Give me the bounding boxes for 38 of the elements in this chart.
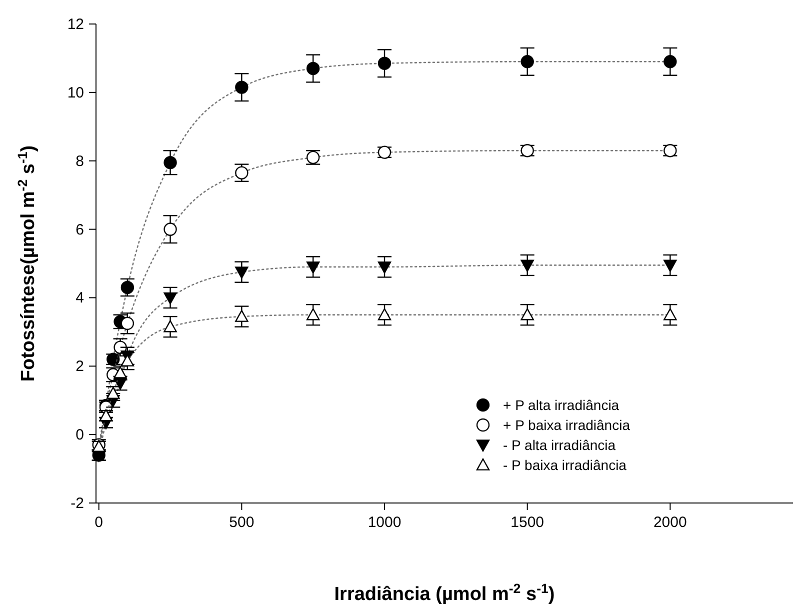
point [664, 55, 677, 68]
y-tick-label: -2 [70, 495, 84, 512]
x-tick-label: 1500 [510, 514, 544, 531]
point [664, 260, 677, 272]
point [164, 156, 177, 170]
point [378, 308, 392, 320]
y-tick-label: 6 [76, 221, 84, 238]
y-tick-label: 4 [76, 290, 84, 307]
point [306, 262, 320, 274]
y-tick-label: 12 [67, 16, 84, 33]
point [164, 320, 177, 332]
point [378, 262, 392, 274]
point [235, 310, 248, 322]
legend-label: - P alta irradiância [503, 437, 616, 453]
point [664, 308, 677, 320]
point [235, 80, 248, 94]
point [520, 55, 534, 68]
point [164, 222, 177, 236]
y-tick-label: 0 [76, 426, 84, 444]
point [164, 292, 177, 304]
legend-label: + P baixa irradiância [503, 417, 630, 433]
x-axis-title: Irradiância (µmol m$^{-2}$ s$^{-1}$) [334, 580, 555, 605]
legend-label: + P alta irradiância [503, 397, 620, 413]
point [306, 62, 320, 76]
point [120, 316, 134, 330]
x-tick-label: 1000 [368, 514, 402, 531]
x-tick-label: 500 [229, 514, 254, 531]
y-tick-label: 2 [76, 358, 84, 376]
point [306, 308, 320, 320]
point [378, 56, 392, 70]
y-tick-label: 8 [76, 152, 84, 170]
legend-label: - P baixa irradiância [503, 457, 627, 473]
y-tick-label: 10 [67, 84, 84, 102]
point [520, 308, 534, 320]
x-tick-label: 2000 [653, 514, 687, 531]
point [520, 260, 534, 272]
x-tick-label: 0 [94, 514, 104, 531]
point [235, 266, 248, 279]
